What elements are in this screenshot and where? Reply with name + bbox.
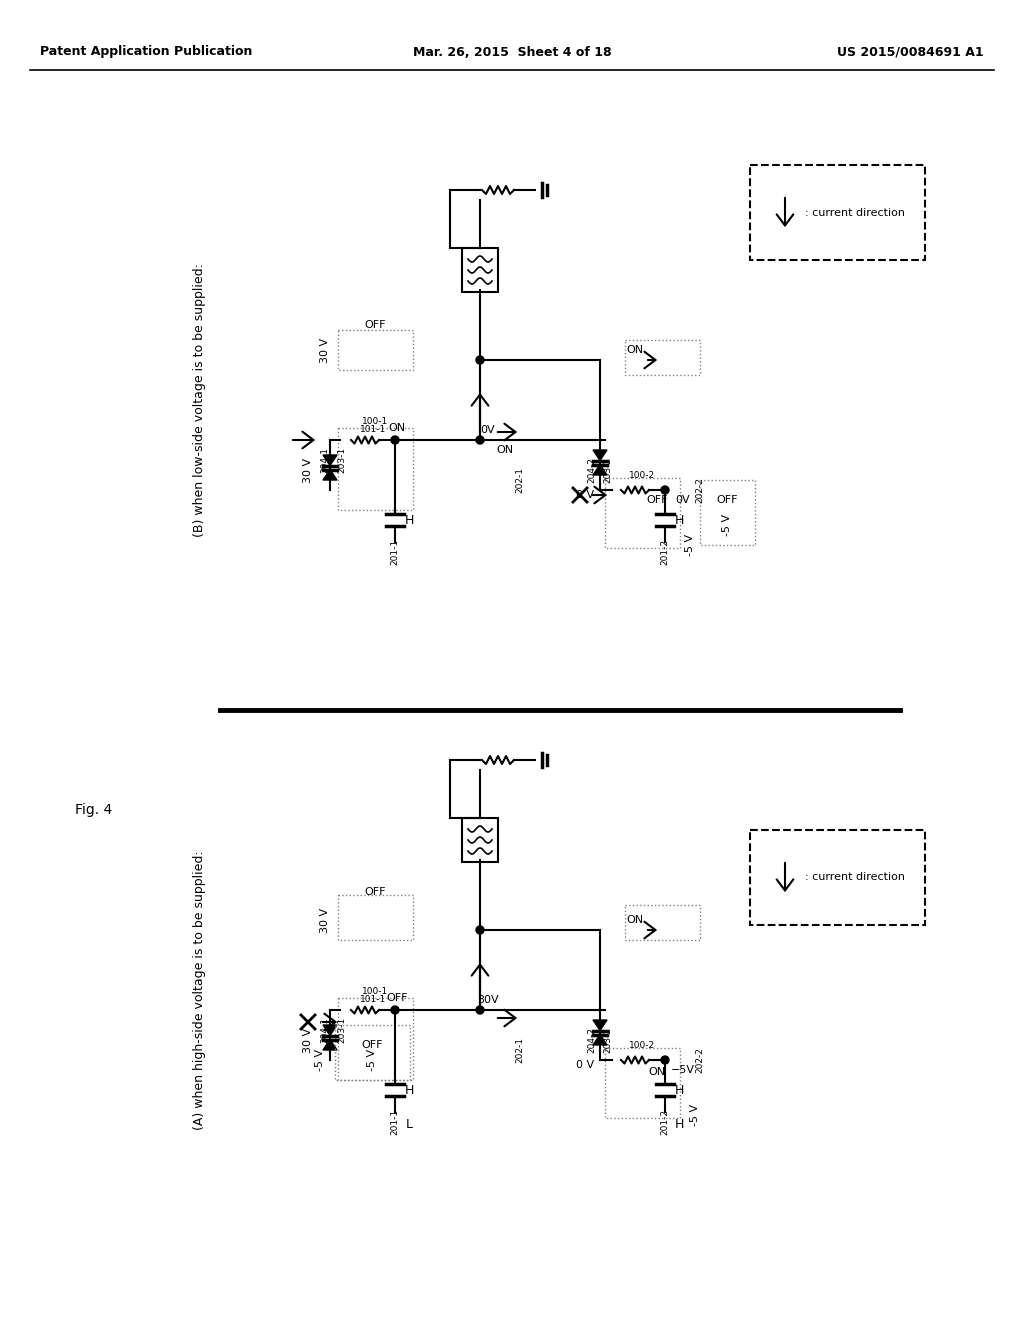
Text: 30 V: 30 V (303, 1027, 313, 1052)
Text: 30 V: 30 V (303, 458, 313, 483)
Text: H: H (404, 1084, 414, 1097)
Circle shape (476, 436, 484, 444)
Text: 202-2: 202-2 (695, 477, 705, 503)
Bar (605, 478, 680, 548)
Bar (338, 998, 413, 1080)
Text: : current direction: : current direction (805, 207, 905, 218)
Bar (338, 330, 413, 370)
Bar (462, 818, 498, 862)
Text: -5 V: -5 V (690, 1104, 700, 1126)
Text: : current direction: : current direction (805, 873, 905, 883)
Text: H: H (675, 1118, 684, 1131)
Bar (462, 248, 498, 292)
Circle shape (476, 927, 484, 935)
Text: -5 V: -5 V (685, 533, 695, 556)
Bar (750, 165, 925, 260)
Bar (625, 341, 700, 375)
Text: OFF: OFF (365, 319, 386, 330)
Text: 203-2: 203-2 (603, 457, 612, 483)
Text: Fig. 4: Fig. 4 (75, 803, 113, 817)
Text: (A) when high-side voltage is to be supplied:: (A) when high-side voltage is to be supp… (194, 850, 207, 1130)
Text: ON: ON (648, 1067, 666, 1077)
Text: H: H (675, 513, 684, 527)
Bar (338, 895, 413, 940)
Circle shape (391, 436, 399, 444)
Text: OFF: OFF (361, 1040, 383, 1049)
Text: 201-1: 201-1 (390, 1109, 399, 1135)
Text: 100-1: 100-1 (361, 987, 388, 997)
Text: 203-2: 203-2 (603, 1027, 612, 1053)
Text: 201-2: 201-2 (660, 1109, 670, 1135)
Text: 30 V: 30 V (319, 907, 330, 932)
Text: OFF: OFF (646, 495, 668, 506)
Text: OFF: OFF (716, 495, 737, 506)
Bar (605, 1048, 680, 1118)
Circle shape (391, 1006, 399, 1014)
Text: H: H (675, 1084, 684, 1097)
Text: OFF: OFF (386, 993, 408, 1003)
Polygon shape (323, 455, 337, 466)
Text: 0V: 0V (676, 495, 690, 506)
Text: (B) when low-side voltage is to be supplied:: (B) when low-side voltage is to be suppl… (194, 263, 207, 537)
Text: ON: ON (627, 915, 643, 925)
Text: US 2015/0084691 A1: US 2015/0084691 A1 (838, 45, 984, 58)
Text: 203-1: 203-1 (338, 1016, 346, 1043)
Polygon shape (593, 1035, 607, 1045)
Polygon shape (323, 1026, 337, 1035)
Bar (700, 480, 755, 545)
Text: Patent Application Publication: Patent Application Publication (40, 45, 252, 58)
Polygon shape (323, 1040, 337, 1049)
Polygon shape (593, 465, 607, 475)
Text: 202-1: 202-1 (515, 1038, 524, 1063)
Text: 204-1: 204-1 (321, 1016, 330, 1043)
Bar (335, 1026, 410, 1080)
Circle shape (662, 1056, 669, 1064)
Text: ON: ON (627, 345, 643, 355)
Text: 100-2: 100-2 (629, 1040, 655, 1049)
Text: H: H (404, 513, 414, 527)
Text: −5V: −5V (671, 1065, 695, 1074)
Bar (625, 906, 700, 940)
Text: 202-1: 202-1 (515, 467, 524, 492)
Polygon shape (593, 450, 607, 461)
Text: OFF: OFF (365, 887, 386, 898)
Text: 203-1: 203-1 (338, 447, 346, 473)
Text: 201-1: 201-1 (390, 539, 399, 565)
Text: L: L (406, 1118, 413, 1131)
Text: 101-1: 101-1 (360, 995, 386, 1005)
Bar (338, 428, 413, 510)
Circle shape (662, 486, 669, 494)
Text: 204-2: 204-2 (588, 457, 597, 483)
Text: ON: ON (388, 422, 406, 433)
Text: 0 V: 0 V (575, 490, 594, 500)
Text: 0V: 0V (480, 425, 496, 436)
Polygon shape (323, 470, 337, 480)
Text: 30 V: 30 V (319, 338, 330, 363)
Text: Mar. 26, 2015  Sheet 4 of 18: Mar. 26, 2015 Sheet 4 of 18 (413, 45, 611, 58)
Text: 204-2: 204-2 (588, 1027, 597, 1053)
Text: -5 V: -5 V (367, 1049, 377, 1071)
Text: 30V: 30V (477, 995, 499, 1005)
Text: 100-1: 100-1 (361, 417, 388, 426)
Text: 101-1: 101-1 (360, 425, 386, 434)
Circle shape (476, 356, 484, 364)
Text: -5 V: -5 V (315, 1049, 325, 1071)
Text: 0 V: 0 V (575, 1060, 594, 1071)
Bar (750, 830, 925, 925)
Text: 202-2: 202-2 (695, 1047, 705, 1073)
Polygon shape (593, 1020, 607, 1031)
Circle shape (476, 1006, 484, 1014)
Text: 204-1: 204-1 (321, 447, 330, 473)
Text: -5 V: -5 V (722, 513, 732, 536)
Text: 201-2: 201-2 (660, 539, 670, 565)
Text: 100-2: 100-2 (629, 470, 655, 479)
Text: ON: ON (497, 445, 514, 455)
